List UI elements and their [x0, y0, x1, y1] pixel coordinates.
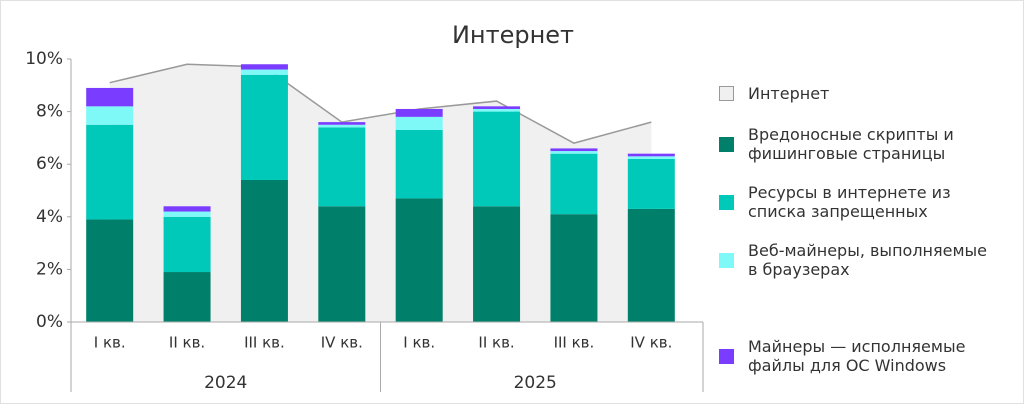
bar-segment: [163, 272, 211, 322]
y-tick-label: 8%: [36, 102, 63, 122]
y-tick-label: 4%: [36, 207, 63, 227]
bar-segment: [395, 198, 443, 322]
x-tick-label: I кв.: [94, 334, 126, 352]
bar-segment: [550, 214, 598, 322]
y-tick-label: 0%: [36, 312, 63, 332]
legend-swatch: [719, 348, 734, 364]
bar-segment: [318, 122, 366, 125]
x-tick-label: I кв.: [403, 334, 435, 352]
bar-segment: [395, 116, 443, 131]
x-tick-label: II кв.: [169, 334, 205, 352]
bar-segment: [86, 87, 134, 107]
x-tick-label: III кв.: [244, 334, 285, 352]
x-tick-label: II кв.: [478, 334, 514, 352]
legend-swatch: [719, 194, 734, 210]
bar-segment: [627, 158, 675, 209]
bar-segment: [163, 206, 211, 212]
legend-item: Веб-майнеры, выполняемые в браузерах: [719, 241, 998, 279]
area-line: [109, 63, 652, 144]
bar-segment: [163, 216, 211, 273]
bar-segment: [86, 106, 134, 125]
y-tick-label: 10%: [25, 49, 63, 69]
y-tick-label: 2%: [36, 259, 63, 279]
legend-item: Вредоносные скрипты и фишинговые страниц…: [719, 125, 998, 163]
bar-segment: [240, 64, 288, 70]
bar-segment: [240, 69, 288, 75]
bar-segment: [395, 130, 443, 199]
bar-segment: [550, 151, 598, 154]
legend-label: Вредоносные скрипты и фишинговые страниц…: [748, 125, 954, 163]
bar-segment: [473, 206, 521, 322]
bar-segment: [627, 153, 675, 157]
bar-segment: [163, 211, 211, 217]
bar-segment: [318, 206, 366, 322]
bar-segment: [473, 111, 521, 207]
legend-swatch: [719, 86, 734, 101]
bar-segment: [627, 208, 675, 322]
x-tick-label: III кв.: [554, 334, 595, 352]
group-label: 2024: [204, 373, 247, 393]
chart-title: Интернет: [452, 21, 574, 49]
x-tick-label: IV кв.: [321, 334, 363, 352]
legend-item: Ресурсы в интернете из списка запрещенны…: [719, 183, 998, 221]
bar-segment: [240, 74, 288, 180]
legend-swatch: [719, 136, 734, 152]
bar-segment: [550, 148, 598, 152]
bar-segment: [86, 219, 134, 322]
legend-label: Интернет: [748, 84, 830, 103]
bar-segment: [473, 106, 521, 109]
legend-label: Майнеры — исполняемые файлы для ОС Windo…: [748, 337, 966, 375]
bar-segment: [395, 108, 443, 117]
bar-segment: [473, 108, 521, 112]
group-label: 2025: [514, 373, 557, 393]
legend-item: Майнеры — исполняемые файлы для ОС Windo…: [719, 337, 998, 375]
x-tick-label: IV кв.: [630, 334, 672, 352]
legend-label: Веб-майнеры, выполняемые в браузерах: [748, 241, 988, 279]
legend-item: Интернет: [719, 84, 998, 103]
y-tick-label: 6%: [36, 154, 63, 174]
bar-segment: [627, 156, 675, 159]
legend-swatch: [719, 252, 734, 268]
legend-label: Ресурсы в интернете из списка запрещенны…: [748, 183, 951, 221]
bar-segment: [550, 153, 598, 215]
bar-segment: [86, 124, 134, 220]
bar-segment: [240, 179, 288, 322]
bar-segment: [318, 127, 366, 207]
bar-segment: [318, 124, 366, 128]
